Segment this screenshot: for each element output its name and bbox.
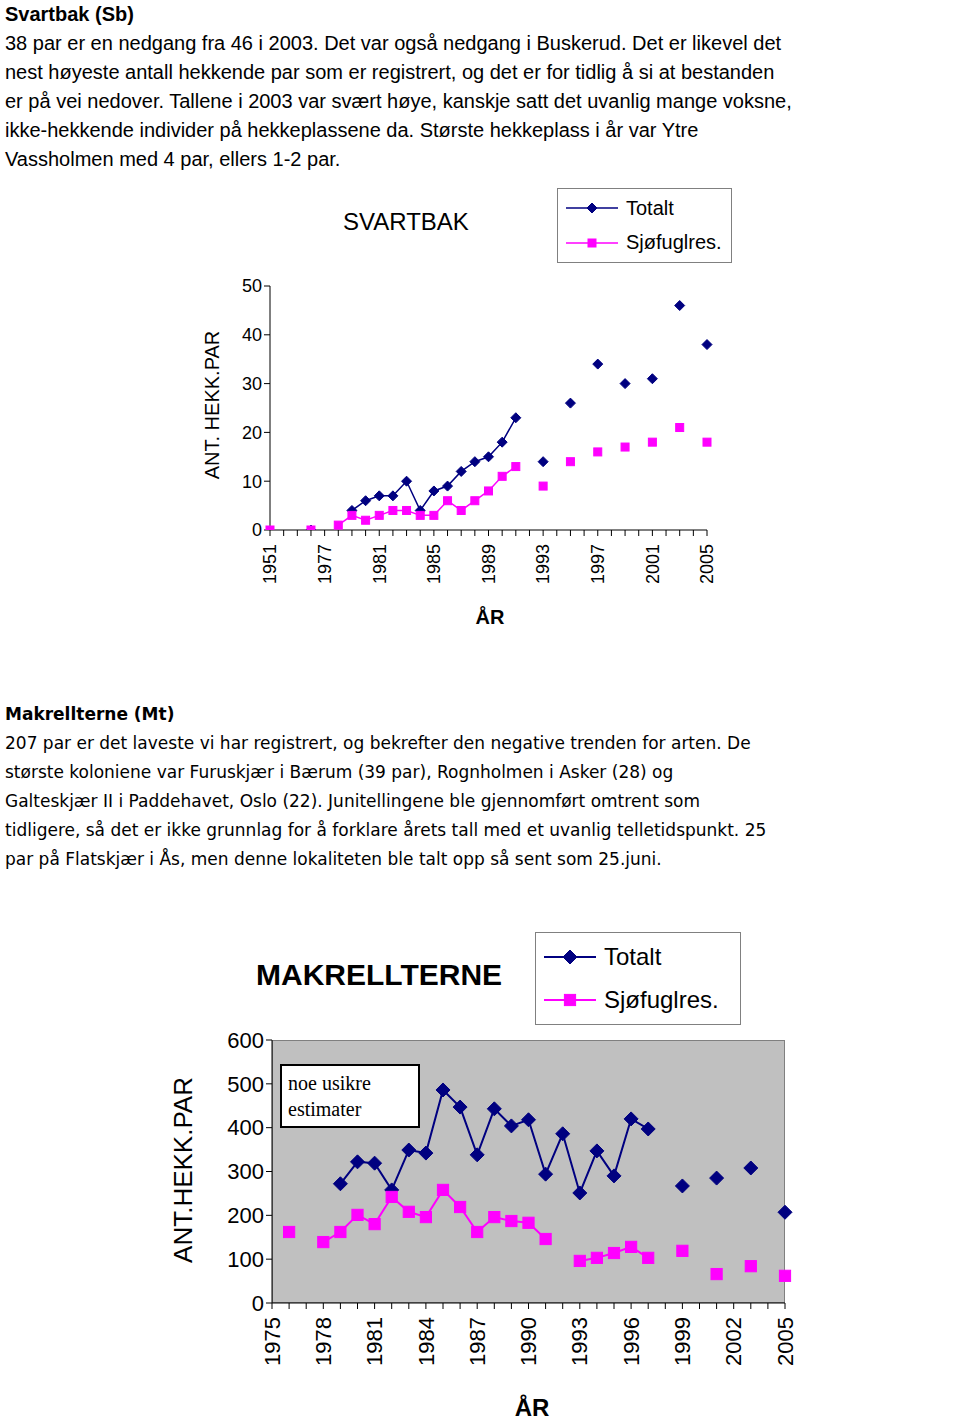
svg-text:100: 100	[227, 1247, 264, 1272]
svg-text:30: 30	[242, 374, 262, 394]
html-text:par på Flatskjær i Ås, men den: par på Flatskjær i Ås, men denne lokalit…	[5, 849, 662, 869]
svg-text:1990: 1990	[516, 1317, 541, 1366]
html-text:Sjøfuglres.: Sjøfuglres.	[604, 986, 719, 1014]
svg-text:20: 20	[242, 423, 262, 443]
html-text:SVARTBAK: SVARTBAK	[343, 208, 469, 235]
svg-text:2005: 2005	[773, 1317, 798, 1366]
svg-text:2005: 2005	[697, 544, 717, 584]
svg-text:500: 500	[227, 1072, 264, 1097]
svg-text:40: 40	[242, 325, 262, 345]
svg-text:1981: 1981	[362, 1317, 387, 1366]
svg-text:1999: 1999	[670, 1317, 695, 1366]
svg-text:50: 50	[242, 276, 262, 296]
svg-text:1996: 1996	[619, 1317, 644, 1366]
html-text:ÅR: ÅR	[475, 606, 505, 628]
html-text:ANT. HEKK.PAR: ANT. HEKK.PAR	[201, 330, 223, 480]
html-text:er på vei nedover. Tallene i 2: er på vei nedover. Tallene i 2003 var sv…	[5, 90, 792, 112]
html-text:tidligere, så det er ikke grun: tidligere, så det er ikke grunnlag for å…	[5, 820, 767, 840]
svg-text:1987: 1987	[465, 1317, 490, 1366]
svg-text:1993: 1993	[533, 544, 553, 584]
html-text:noe usikre estimater: noe usikre estimater	[288, 1072, 371, 1120]
svg-text:1993: 1993	[568, 1317, 593, 1366]
html-text:Svartbak (Sb): Svartbak (Sb)	[5, 3, 134, 25]
svg-text:1984: 1984	[414, 1317, 439, 1366]
svg-text:2002: 2002	[721, 1317, 746, 1366]
html-text:38 par er en nedgang fra 46 i: 38 par er en nedgang fra 46 i 2003. Det …	[5, 32, 782, 54]
svg-text:0: 0	[252, 520, 262, 540]
html-text:største koloniene var Furuskjæ: største koloniene var Furuskjær i Bærum …	[5, 762, 674, 782]
svg-text:1985: 1985	[424, 544, 444, 584]
svg-text:1951: 1951	[260, 544, 280, 584]
svg-text:600: 600	[227, 1028, 264, 1053]
svg-text:1978: 1978	[311, 1317, 336, 1366]
html-text:Makrellterne (Mt): Makrellterne (Mt)	[5, 704, 175, 724]
svg-text:2001: 2001	[643, 544, 663, 584]
svg-text:200: 200	[227, 1203, 264, 1228]
svg-text:10: 10	[242, 472, 262, 492]
html-text:207 par er det laveste vi har: 207 par er det laveste vi har registrert…	[5, 733, 751, 753]
svg-text:1989: 1989	[479, 544, 499, 584]
svg-text:1981: 1981	[370, 544, 390, 584]
svg-text:400: 400	[227, 1115, 264, 1140]
svg-text:1975: 1975	[260, 1317, 285, 1366]
html-text:nest høyeste antall hekkende p: nest høyeste antall hekkende par som er …	[5, 61, 775, 83]
html-text:Sjøfuglres.: Sjøfuglres.	[626, 231, 722, 254]
svg-text:1997: 1997	[588, 544, 608, 584]
html-text:Totalt: Totalt	[604, 942, 662, 970]
svg-text:1977: 1977	[315, 544, 335, 584]
html-text:ikke-hekkende individer på hek: ikke-hekkende individer på hekkeplassene…	[5, 119, 699, 141]
svg-text:300: 300	[227, 1159, 264, 1184]
html-text:Totalt: Totalt	[626, 196, 674, 219]
html-text:ANT.HEKK.PAR: ANT.HEKK.PAR	[168, 1077, 198, 1263]
html-text:MAKRELLTERNE: MAKRELLTERNE	[256, 958, 503, 991]
html-text:Galteskjær II i Paddehavet, Os: Galteskjær II i Paddehavet, Oslo (22). J…	[5, 791, 700, 811]
html-text:Vassholmen med 4 par, ellers 1: Vassholmen med 4 par, ellers 1-2 par.	[5, 148, 341, 170]
html-text:ÅR: ÅR	[514, 1394, 550, 1421]
svg-text:0: 0	[252, 1291, 264, 1316]
